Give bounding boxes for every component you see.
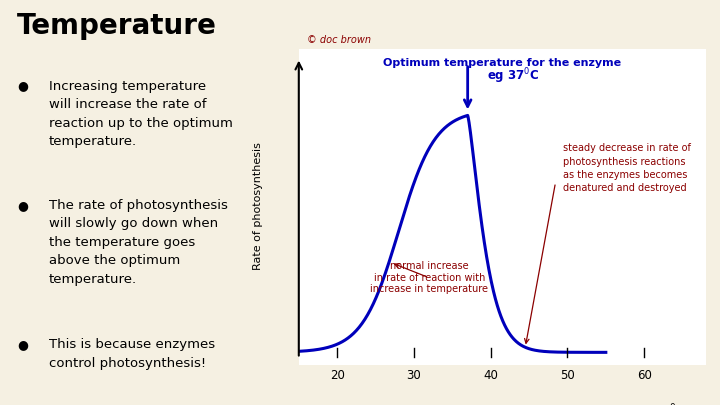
Text: normal increase
in rate of reaction with
increase in temperature: normal increase in rate of reaction with… [370,261,488,294]
Text: eg 37$^{0}$C: eg 37$^{0}$C [487,66,539,86]
Text: ●: ● [17,338,28,351]
Text: Optimum temperature for the enzyme: Optimum temperature for the enzyme [383,58,621,68]
Text: Increasing temperature
will increase the rate of
reaction up to the optimum
temp: Increasing temperature will increase the… [49,79,233,148]
Text: ●: ● [17,79,28,92]
Text: The rate of photosynthesis
will slowly go down when
the temperature goes
above t: The rate of photosynthesis will slowly g… [49,199,228,286]
Text: This is because enzymes
control photosynthesis!: This is because enzymes control photosyn… [49,338,215,369]
Text: Temperature: Temperature [17,12,217,40]
Text: Rate of photosynthesis: Rate of photosynthesis [253,143,263,271]
Text: © doc brown: © doc brown [307,36,371,45]
Text: steady decrease in rate of
photosynthesis reactions
as the enzymes becomes
denat: steady decrease in rate of photosynthesi… [563,143,691,193]
Text: Temperature$^{0}$C: Temperature$^{0}$C [578,403,686,405]
Text: ●: ● [17,199,28,212]
